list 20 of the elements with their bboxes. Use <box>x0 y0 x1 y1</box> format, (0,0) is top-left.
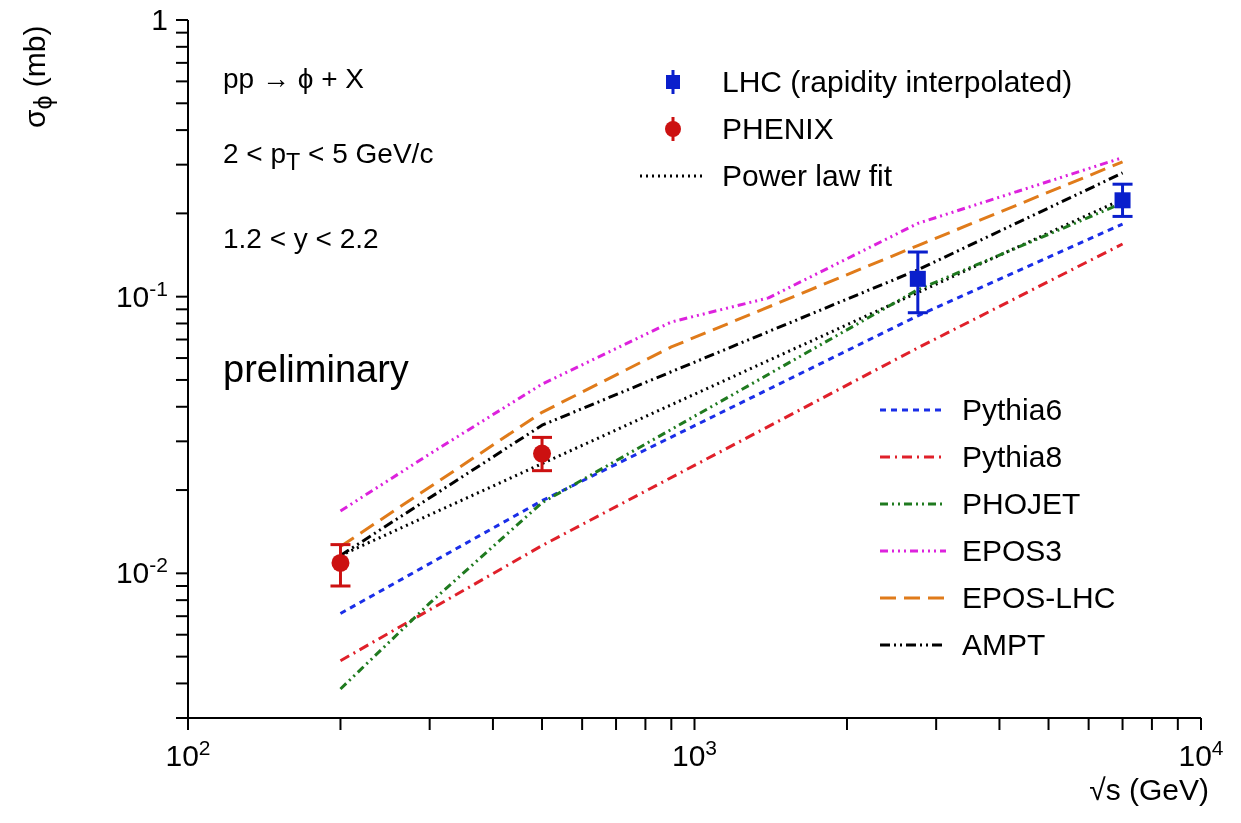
legend-label: AMPT <box>962 627 1046 662</box>
x-tick-label: 10$^{4}$ <box>1178 735 1224 772</box>
annotation: 2 < p$_{T}$ < 5 GeV/c <box>223 138 434 176</box>
legend-label: EPOS-LHC <box>962 580 1116 615</box>
legend-label: LHC (rapidity interpolated) <box>722 64 1073 99</box>
legend-label: EPOS3 <box>962 533 1063 568</box>
annotation: 1.2 < y < 2.2 <box>223 223 379 255</box>
legend-label: PHENIX <box>722 111 834 146</box>
y-tick-label: 1 <box>151 3 168 36</box>
annotation: preliminary <box>223 348 409 391</box>
legend-label: Pythia6 <box>962 392 1063 427</box>
y-tick-label: 10$^{-1}$ <box>115 276 168 313</box>
y-tick-label: 10$^{-2}$ <box>115 552 168 590</box>
legend-label: Pythia8 <box>962 439 1063 474</box>
annotation: pp → ϕ + X <box>223 63 364 95</box>
x-tick-label: 10$^{3}$ <box>671 735 718 772</box>
x-axis-title: √s (GeV) <box>1089 773 1209 807</box>
x-tick-label: 10$^{2}$ <box>165 735 211 772</box>
legend-label: Power law fit <box>722 158 893 193</box>
legend-label: PHOJET <box>962 486 1081 521</box>
